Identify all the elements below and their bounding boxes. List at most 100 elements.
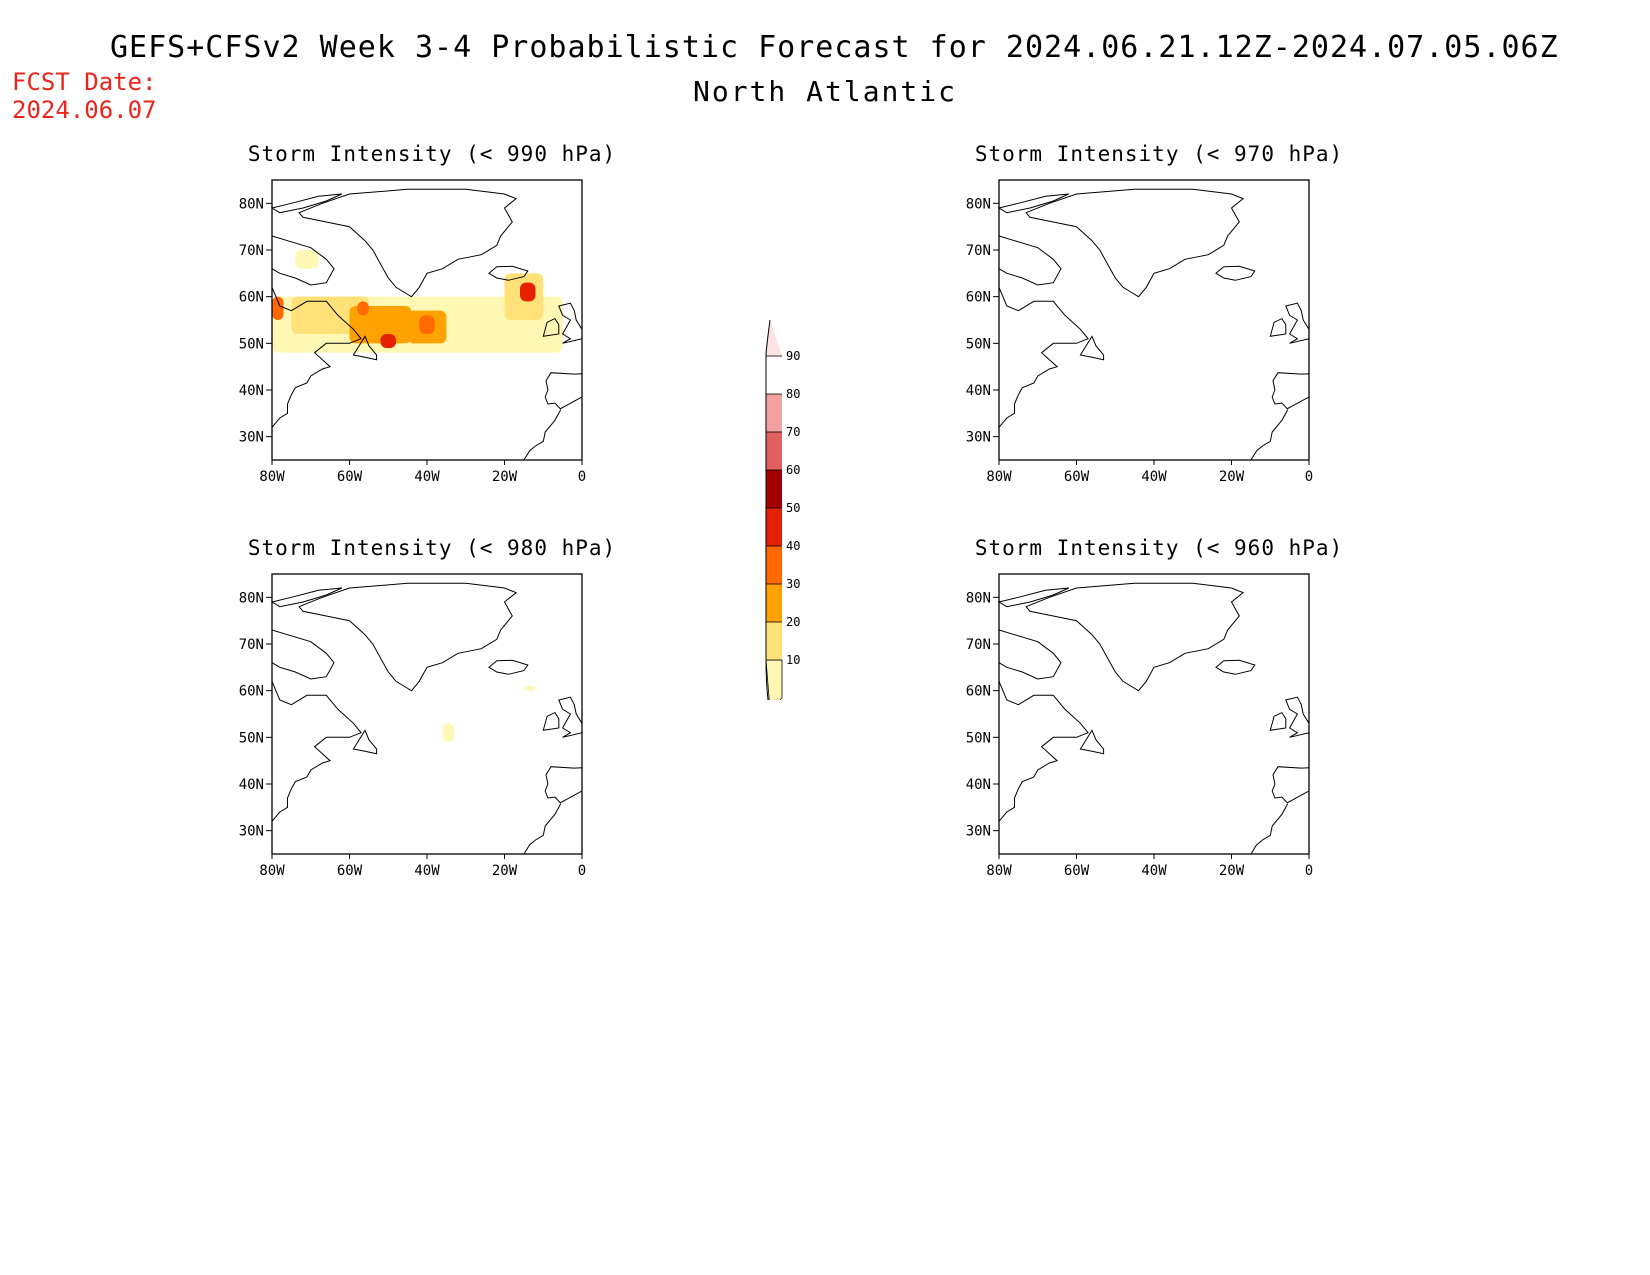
panel-990: Storm Intensity (< 990 hPa) 30N 40N 50N 60N…	[222, 142, 642, 512]
lat-tick-label: 70N	[239, 637, 264, 653]
lon-tick-label: 80W	[259, 863, 285, 879]
probability-area	[523, 686, 536, 691]
colorbar-label: 10	[786, 653, 800, 667]
coastline	[997, 587, 1070, 608]
chart-title: GEFS+CFSv2 Week 3-4 Probabilistic Foreca…	[110, 30, 1559, 65]
panel-960: Storm Intensity (< 960 hPa) 30N 40N 50N 60N…	[949, 536, 1369, 906]
coastline	[352, 335, 378, 361]
lat-tick-label: 30N	[966, 430, 991, 446]
probability-area	[380, 334, 396, 348]
coastline	[298, 188, 518, 298]
lon-tick-label: 20W	[1219, 469, 1245, 485]
lat-tick-label: 80N	[966, 590, 991, 606]
lat-tick-label: 60N	[966, 290, 991, 306]
lon-tick-label: 40W	[1141, 863, 1167, 879]
coastline	[1079, 729, 1105, 755]
coastline	[298, 582, 518, 692]
coastline	[270, 587, 343, 608]
panel-title: Storm Intensity (< 970 hPa)	[974, 142, 1344, 166]
probability-layer	[272, 250, 563, 353]
lat-tick-label: 80N	[239, 590, 264, 606]
probability-layer	[442, 686, 536, 742]
lat-tick-label: 80N	[239, 196, 264, 212]
colorbar-label: 50	[786, 501, 800, 515]
lat-tick-label: 50N	[239, 336, 264, 352]
coastline	[998, 681, 1089, 822]
lat-tick-label: 70N	[239, 243, 264, 259]
colorbar: 10 20 30 40 50 60 70 80 90	[765, 320, 800, 700]
colorbar-label: 30	[786, 577, 800, 591]
lat-tick-label: 40N	[239, 383, 264, 399]
lon-tick-label: 60W	[1064, 863, 1090, 879]
lon-tick-label: 20W	[492, 863, 518, 879]
coastline	[271, 681, 362, 822]
lat-tick-label: 70N	[966, 637, 991, 653]
lon-tick-label: 60W	[337, 863, 363, 879]
coastline	[542, 317, 560, 337]
coastline	[998, 629, 1062, 680]
colorbar-label: 60	[786, 463, 800, 477]
probability-area	[295, 250, 319, 269]
lon-tick-label: 0	[578, 469, 586, 485]
lat-tick-label: 40N	[966, 777, 991, 793]
coastline	[998, 287, 1089, 428]
lon-tick-label: 60W	[1064, 469, 1090, 485]
lat-tick-label: 70N	[966, 243, 991, 259]
coastline	[523, 803, 562, 855]
probability-area	[357, 301, 369, 316]
coastline	[270, 193, 343, 214]
coastline	[542, 711, 560, 731]
coastline	[1025, 582, 1245, 692]
coastline	[271, 235, 335, 286]
fcst-date-value: 2024.06.07	[12, 96, 157, 124]
coastline	[997, 193, 1070, 214]
panel-title: Storm Intensity (< 990 hPa)	[247, 142, 617, 166]
map-960: 30N 40N 50N 60N 70N 80N 80W 60W 40W 20W 0	[966, 573, 1313, 879]
panel-980: Storm Intensity (< 980 hPa) 30N 40N 50N 60N…	[222, 536, 642, 906]
coastline	[998, 235, 1062, 286]
lat-tick-label: 30N	[239, 430, 264, 446]
map-background	[272, 574, 582, 854]
coastline	[488, 265, 529, 281]
colorbar-segment	[766, 470, 782, 508]
colorbar-segment	[766, 622, 782, 660]
lon-tick-label: 0	[1305, 469, 1313, 485]
colorbar-segment	[766, 546, 782, 584]
coastline	[352, 729, 378, 755]
panel-title: Storm Intensity (< 960 hPa)	[974, 536, 1344, 560]
chart-subtitle: North Atlantic	[692, 75, 957, 108]
lat-tick-label: 50N	[966, 730, 991, 746]
lat-tick-label: 40N	[239, 777, 264, 793]
lon-tick-label: 0	[578, 863, 586, 879]
coastline	[1025, 188, 1245, 298]
lon-tick-label: 20W	[1219, 863, 1245, 879]
lat-tick-label: 40N	[966, 383, 991, 399]
coastlines	[997, 582, 1310, 855]
lat-tick-label: 60N	[239, 684, 264, 700]
coastline	[1215, 659, 1256, 675]
coastline	[1250, 803, 1289, 855]
coastline	[544, 372, 583, 410]
lat-tick-label: 50N	[239, 730, 264, 746]
colorbar-label: 90	[786, 349, 800, 363]
lon-tick-label: 0	[1305, 863, 1313, 879]
coastline	[1271, 766, 1310, 804]
lat-tick-label: 60N	[239, 290, 264, 306]
coastline	[1269, 711, 1287, 731]
coastline	[271, 629, 335, 680]
colorbar-label: 80	[786, 387, 800, 401]
panel-title: Storm Intensity (< 980 hPa)	[247, 536, 617, 560]
coastline	[1215, 265, 1256, 281]
map-background	[999, 574, 1309, 854]
coastline	[488, 659, 529, 675]
lat-tick-label: 50N	[966, 336, 991, 352]
lon-tick-label: 40W	[414, 863, 440, 879]
lat-tick-label: 80N	[966, 196, 991, 212]
probability-area	[442, 723, 455, 742]
colorbar-segment	[765, 659, 783, 700]
probability-area	[419, 315, 435, 334]
lat-tick-label: 30N	[239, 824, 264, 840]
map-970: 30N 40N 50N 60N 70N 80N 80W 60W 40W 20W 0	[966, 179, 1313, 485]
lat-tick-label: 60N	[966, 684, 991, 700]
colorbar-segment	[766, 432, 782, 470]
